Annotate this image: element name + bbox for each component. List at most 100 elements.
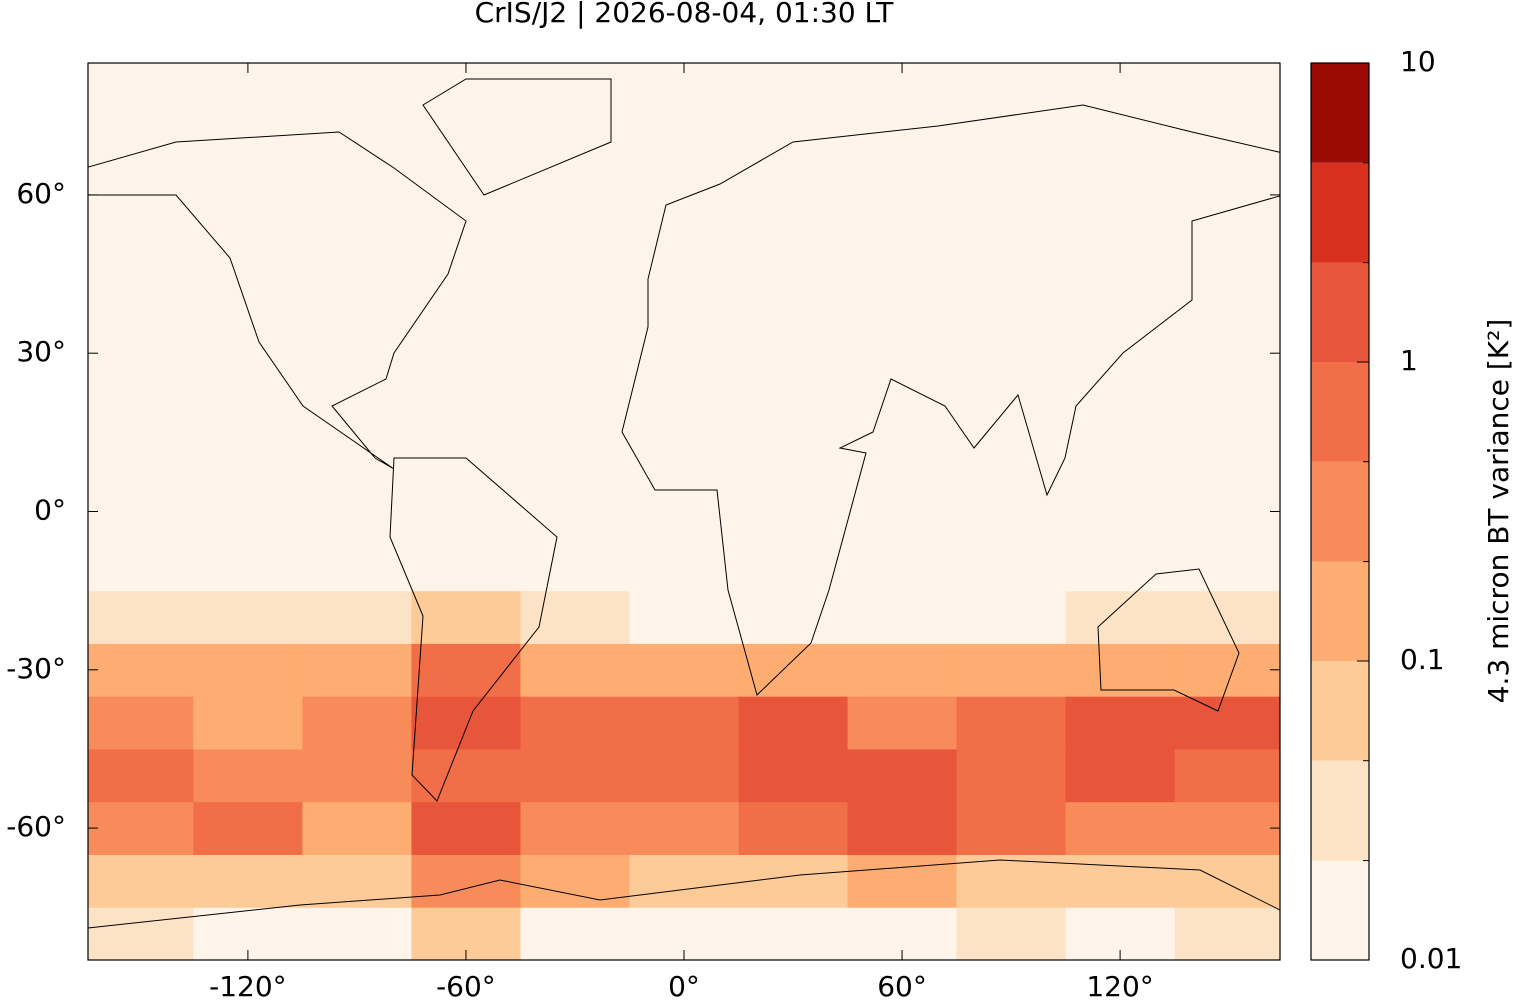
heat-cell [302,432,412,486]
heat-cell [629,274,740,328]
heat-cell [302,485,412,539]
heat-cell [193,537,303,592]
heat-cell [302,537,412,592]
heat-cell [956,590,1067,644]
heat-cell [88,748,194,803]
coastline [88,859,1280,929]
heat-cell [629,168,740,222]
heat-cell [629,115,740,170]
heat-cell [847,590,958,644]
coastline [1097,568,1240,712]
heat-cell [302,748,412,803]
heat-cell [520,221,630,275]
heat-cell [738,801,849,855]
x-tick-label: -60° [436,970,496,1002]
heat-cell [1065,696,1176,750]
heat-cell [956,221,1067,275]
heat-cell [1065,326,1176,381]
heat-cell [88,643,194,697]
heat-cell [847,115,958,170]
heat-cell [193,643,303,697]
heat-cell [738,643,849,697]
heat-cell [302,854,412,908]
heat-cell [193,168,303,222]
heat-cell [520,643,630,697]
heat-cell [1174,379,1280,433]
y-tick-label: 60° [16,177,66,210]
heat-cell [302,115,412,170]
heat-cell [411,115,521,170]
heat-cell [629,485,740,539]
heat-cell [411,748,521,803]
chart-title: CrIS/J2 | 2026-08-04, 01:30 LT [475,0,895,29]
heat-cell [1065,115,1176,170]
heat-cell [411,274,521,328]
heat-cell [302,907,412,960]
y-tick-label: -60° [6,810,66,843]
heat-cell [847,168,958,222]
heat-cell [302,274,412,328]
heat-cell [1174,432,1280,486]
heat-cell [520,432,630,486]
heat-cell [738,907,849,960]
heat-cell [1065,221,1176,275]
heat-cell [738,590,849,644]
heat-cell [88,854,194,908]
heat-cell [193,221,303,275]
heat-cell [956,643,1067,697]
heat-cell [1174,748,1280,803]
heat-cell [629,854,740,908]
coastline [88,131,467,470]
heat-cell [1065,748,1176,803]
heat-cell [738,168,849,222]
colorbar-band [1311,760,1369,861]
heat-cell [1174,801,1280,855]
heat-cell [629,801,740,855]
heat-cell [302,326,412,381]
colorbar-label: 4.3 micron BT variance [K²] [1482,319,1515,704]
heat-cell [302,221,412,275]
heat-cell [1065,643,1176,697]
colorbar-tick-label: 1 [1400,344,1418,377]
heat-cell [193,801,303,855]
heat-cell [193,326,303,381]
heat-cell [193,854,303,908]
heat-cell [88,537,194,592]
x-tick-label: 60° [877,970,927,1002]
y-tick-label: 30° [16,335,66,368]
colorbar-band [1311,461,1369,562]
heat-cell [738,221,849,275]
heat-cell [302,801,412,855]
coastlines [88,78,1280,929]
heat-cell [1065,274,1176,328]
heat-cell [956,801,1067,855]
heat-cell [847,432,958,486]
heat-cell [629,326,740,381]
y-tick-label: -30° [6,652,66,685]
colorbar-band [1311,63,1369,163]
heat-cell [956,115,1067,170]
heat-cell [847,485,958,539]
heat-cell [956,326,1067,381]
colorbar: 0.01 0.1 1 10 [1310,45,1462,975]
heat-cell [847,537,958,592]
heat-cell [520,801,630,855]
heat-cell [847,274,958,328]
x-tick-label: -120° [209,970,287,1002]
coastline [389,457,558,802]
heat-cell [1174,854,1280,908]
heat-cell [1065,168,1176,222]
heat-cell [520,537,630,592]
heat-cell [629,432,740,486]
heat-cell [847,221,958,275]
heat-cell [738,432,849,486]
heat-cell [1174,537,1280,592]
colorbar-tick-label: 0.01 [1400,942,1462,975]
heat-cell [88,907,194,960]
heat-cell [88,379,194,433]
heat-cell [1174,907,1280,960]
heat-cell [847,854,958,908]
heat-cell [847,643,958,697]
heat-cell [956,274,1067,328]
heat-cell [193,274,303,328]
